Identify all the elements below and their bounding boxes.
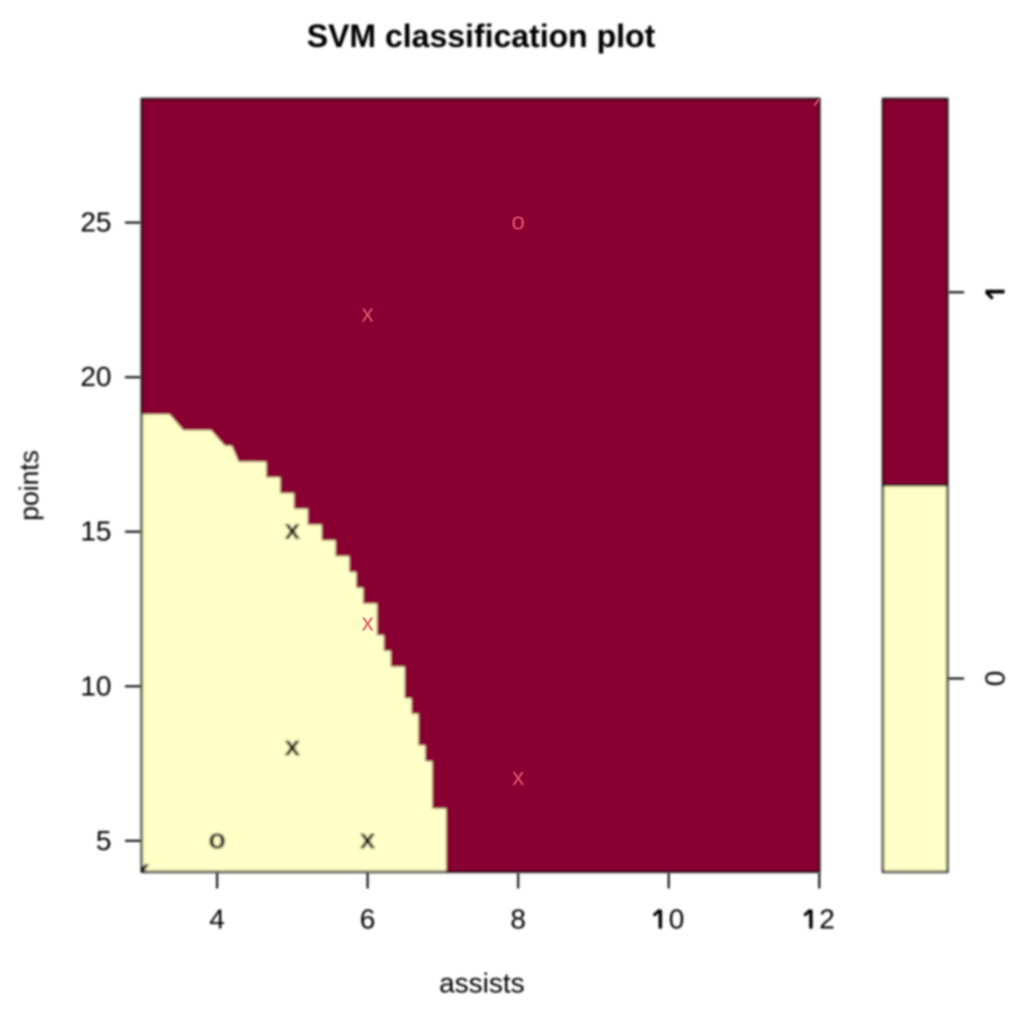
svg-text:x: x	[362, 610, 374, 637]
svg-text:0: 0	[980, 671, 1011, 687]
svg-text:15: 15	[80, 516, 111, 547]
svg-text:x: x	[512, 764, 524, 791]
svg-text:4: 4	[209, 904, 225, 935]
svg-text:assists: assists	[439, 968, 525, 999]
svg-text:x: x	[362, 301, 374, 328]
svg-text:SVM classification plot: SVM classification plot	[307, 18, 656, 54]
svg-text:8: 8	[510, 904, 526, 935]
svg-text:x: x	[360, 823, 376, 855]
svg-text:10: 10	[80, 670, 111, 701]
svg-text:points: points	[14, 450, 44, 521]
svg-text:6: 6	[360, 904, 376, 935]
svg-text:25: 25	[80, 207, 111, 238]
svg-text:0: 0	[669, 904, 685, 935]
svg-text:5: 5	[96, 825, 112, 856]
svg-text:2: 2	[819, 904, 835, 935]
svg-text:x: x	[284, 731, 300, 763]
svg-text:20: 20	[80, 361, 111, 392]
svg-text:o: o	[208, 823, 226, 855]
svg-text:x: x	[284, 514, 300, 546]
svg-text:x: x	[134, 854, 150, 886]
svg-text:x: x	[813, 84, 825, 111]
svg-text:o: o	[512, 208, 525, 235]
